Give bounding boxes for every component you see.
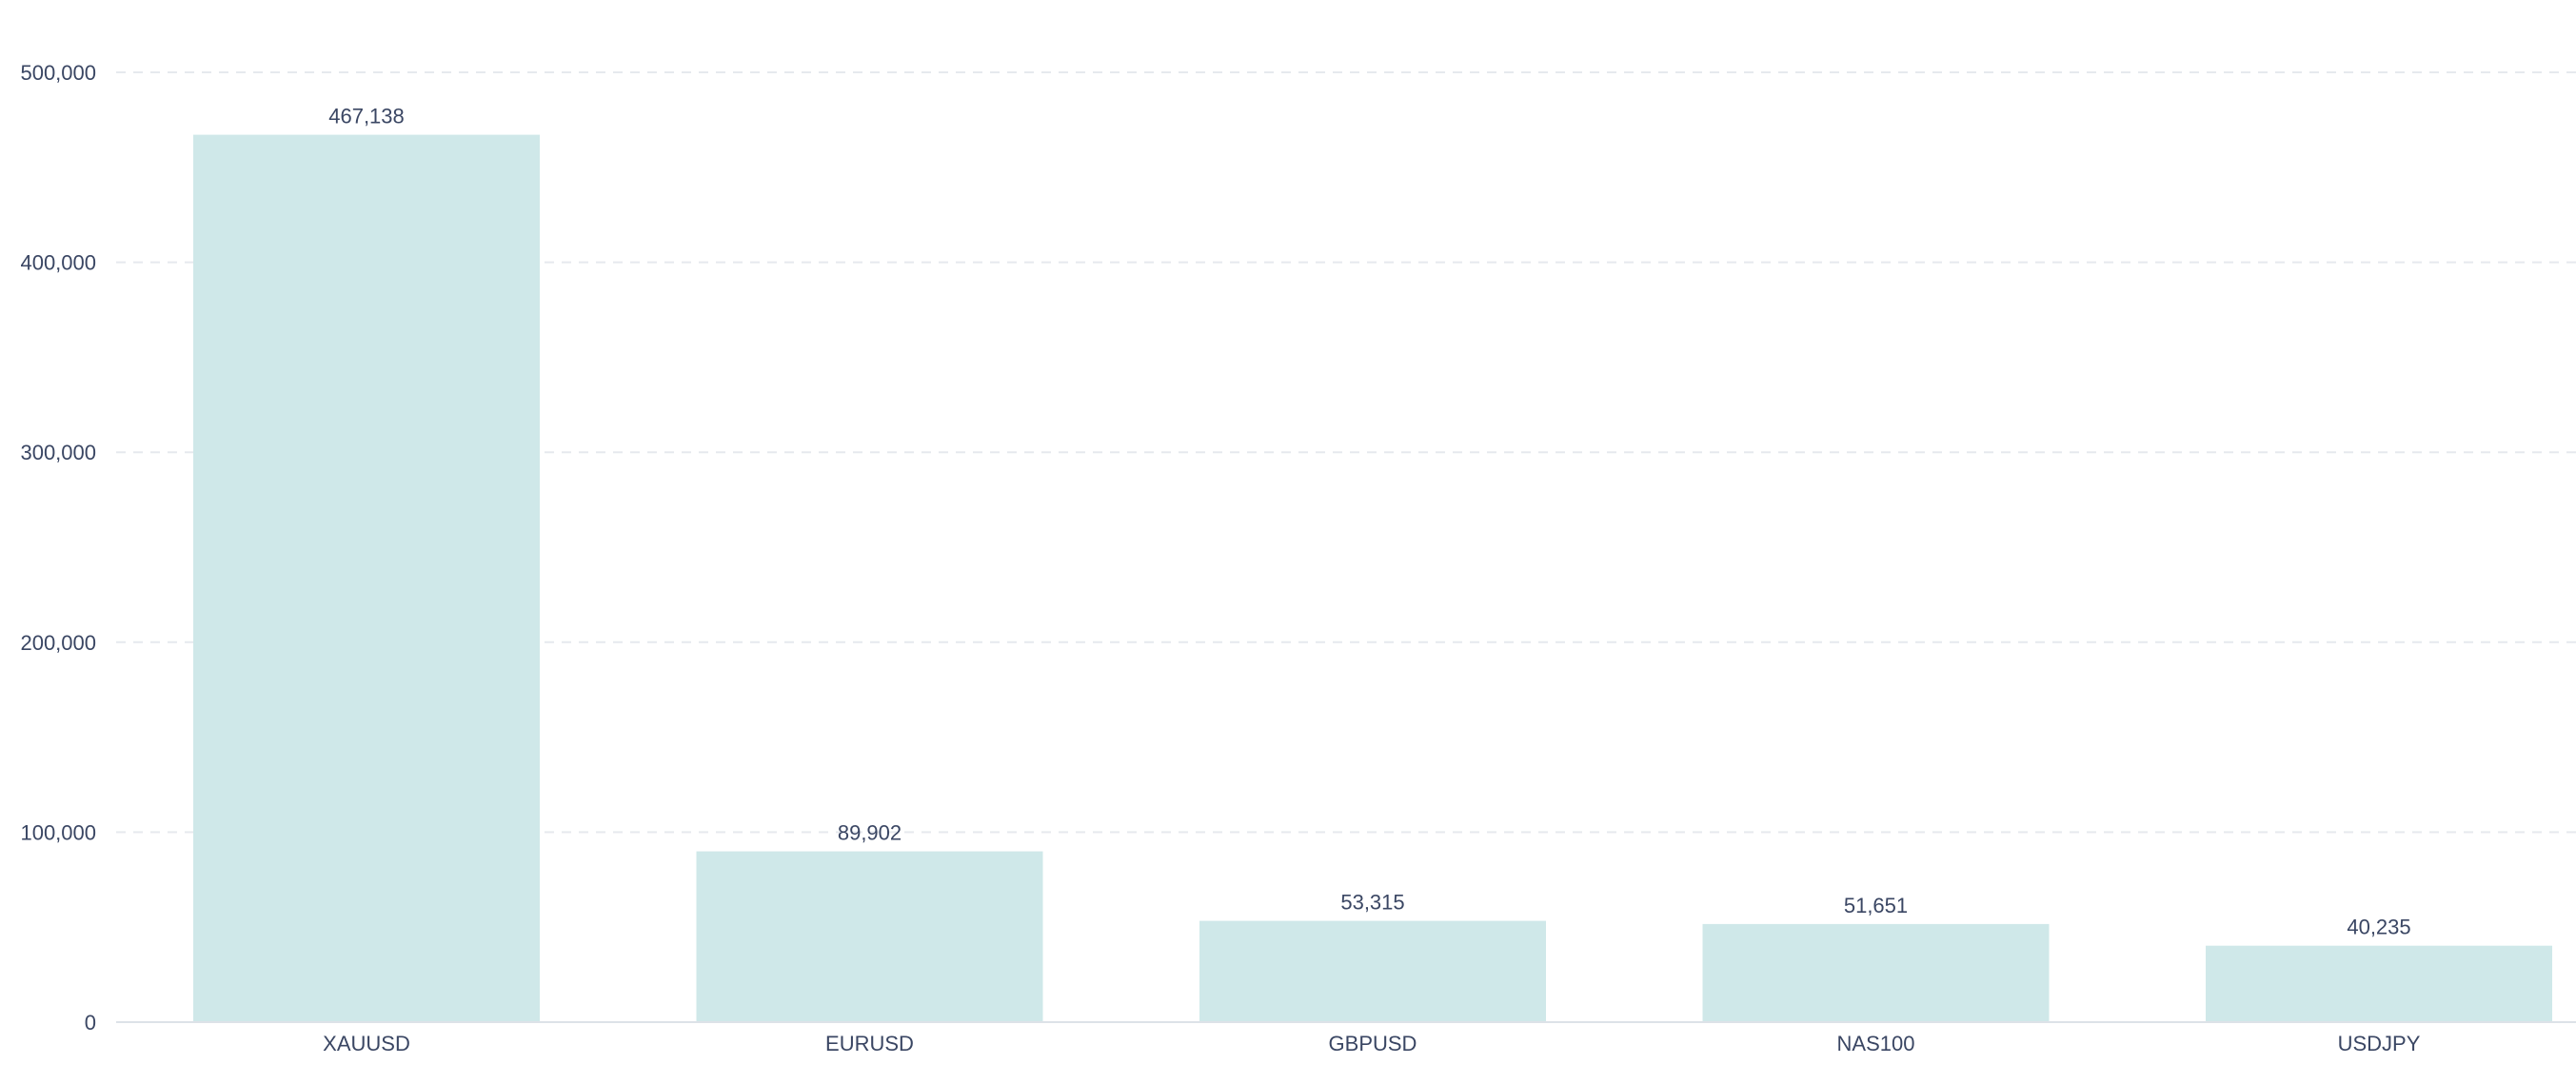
bar-nas100[interactable] bbox=[1702, 923, 2050, 1022]
x-tick-label: EURUSD bbox=[825, 1032, 914, 1055]
bar-xauusd[interactable] bbox=[193, 134, 540, 1023]
y-tick-label: 400,000 bbox=[20, 251, 96, 275]
y-tick-label: 500,000 bbox=[20, 61, 96, 85]
bar-value-label: 89,902 bbox=[838, 821, 902, 845]
x-tick-label: GBPUSD bbox=[1329, 1032, 1417, 1055]
y-tick-label: 0 bbox=[85, 1011, 96, 1035]
y-tick-label: 200,000 bbox=[20, 631, 96, 655]
x-tick-label: USDJPY bbox=[2338, 1032, 2421, 1055]
bar-value-label: 40,235 bbox=[2347, 916, 2410, 939]
x-axis: XAUUSD EURUSD GBPUSD NAS100 USDJPY bbox=[116, 1021, 2576, 1055]
bar-usdjpy[interactable] bbox=[2206, 945, 2552, 1022]
x-tick-label: XAUUSD bbox=[323, 1032, 410, 1055]
bar-eurusd[interactable] bbox=[696, 851, 1043, 1022]
bar-gbpusd[interactable] bbox=[1199, 920, 1546, 1022]
bars bbox=[193, 134, 2552, 1023]
y-tick-label: 300,000 bbox=[20, 441, 96, 464]
y-axis: 0 100,000 200,000 300,000 400,000 500,000 bbox=[20, 61, 96, 1035]
y-tick-label: 100,000 bbox=[20, 820, 96, 844]
bar-value-label: 51,651 bbox=[1844, 894, 1908, 917]
bar-value-label: 53,315 bbox=[1340, 891, 1404, 915]
x-tick-label: NAS100 bbox=[1837, 1032, 1915, 1055]
bar-value-label: 467,138 bbox=[328, 105, 405, 128]
bar-value-labels: 467,138 89,902 53,315 51,651 40,235 bbox=[328, 105, 2410, 939]
